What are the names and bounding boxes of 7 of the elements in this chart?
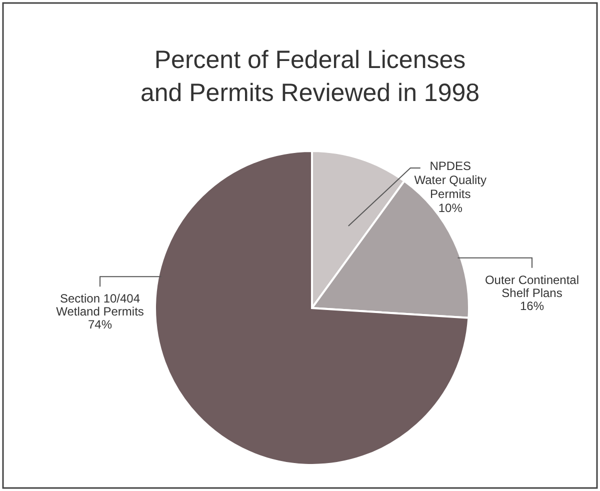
slice-label: NPDES Water Quality Permits xyxy=(414,159,487,202)
data-label: 74% xyxy=(88,318,112,332)
data-label: 10% xyxy=(438,201,463,216)
slice-label: Section 10/404 Wetland Permits xyxy=(56,292,144,319)
data-label: 16% xyxy=(520,298,544,313)
chart-title: Percent of Federal Licenses and Permits Reviewed in 1998 xyxy=(140,46,480,107)
slice-label: Outer Continental Shelf Plans xyxy=(484,272,580,300)
